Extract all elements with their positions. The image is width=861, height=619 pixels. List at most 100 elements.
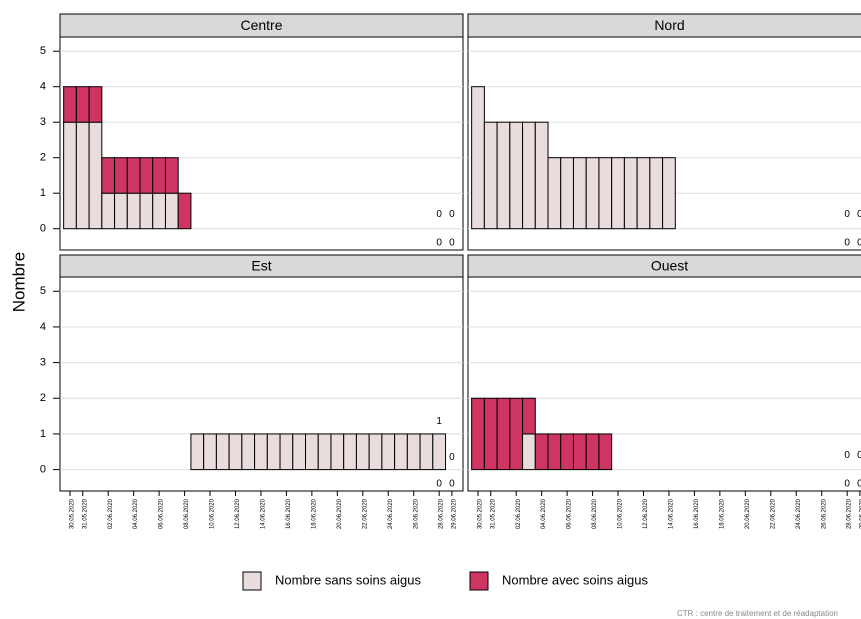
x-tick-label: 16.06.2020 xyxy=(694,498,700,529)
x-tick-label: 18.06.2020 xyxy=(719,498,725,529)
bar xyxy=(101,192,116,230)
x-tick-label: 12.06.2020 xyxy=(235,498,241,529)
annotation: 0 xyxy=(449,479,455,490)
bar xyxy=(152,192,166,230)
y-tick-label: 0 xyxy=(40,223,46,235)
annotation: 0 xyxy=(449,238,455,249)
bar xyxy=(509,121,524,230)
x-tick-label: 08.06.2020 xyxy=(592,498,598,529)
y-tick-label: 5 xyxy=(40,285,46,297)
bar xyxy=(215,433,230,471)
bar xyxy=(585,157,600,230)
annotation: 1 xyxy=(436,416,442,427)
annotation: 0 xyxy=(449,452,455,463)
y-tick-label: 2 xyxy=(40,392,46,404)
x-tick-label: 24.06.2020 xyxy=(796,498,802,529)
y-axis-label: Nombre xyxy=(9,252,28,312)
x-tick-label: 08.06.2020 xyxy=(184,498,190,529)
bar xyxy=(547,157,562,230)
bar xyxy=(139,157,154,194)
annotation: 0 xyxy=(857,450,861,461)
bar xyxy=(343,433,357,471)
y-tick-label: 1 xyxy=(40,187,46,199)
y-tick-label: 4 xyxy=(40,81,46,93)
bar xyxy=(330,433,345,471)
bar xyxy=(522,397,536,435)
bar xyxy=(190,433,205,471)
bar xyxy=(164,157,179,194)
bar xyxy=(534,121,549,230)
x-tick-label: 20.06.2020 xyxy=(745,498,751,529)
annotation: 0 xyxy=(436,209,442,220)
bar xyxy=(368,433,383,471)
bar xyxy=(611,157,625,230)
bar xyxy=(649,157,664,230)
bar xyxy=(63,86,77,123)
x-tick-label: 10.06.2020 xyxy=(210,498,216,529)
x-tick-label: 22.06.2020 xyxy=(770,498,776,529)
x-tick-label: 29.06.2020 xyxy=(859,498,861,529)
x-tick-label: 14.06.2020 xyxy=(261,498,267,529)
annotation: 0 xyxy=(857,209,861,220)
x-tick-label: 28.06.2020 xyxy=(439,498,445,529)
annotation: 0 xyxy=(436,238,442,249)
y-tick-label: 5 xyxy=(40,45,46,57)
annotation: 0 xyxy=(844,209,850,220)
x-tick-label: 31.05.2020 xyxy=(82,498,88,529)
x-tick-label: 14.06.2020 xyxy=(669,498,675,529)
x-tick-label: 10.06.2020 xyxy=(618,498,624,529)
bar xyxy=(534,433,549,471)
y-tick-label: 3 xyxy=(40,357,46,369)
annotation: 0 xyxy=(844,450,850,461)
bar xyxy=(75,121,90,230)
x-tick-label: 04.06.2020 xyxy=(541,498,547,529)
y-tick-label: 1 xyxy=(40,428,46,440)
bar xyxy=(88,121,103,230)
bar xyxy=(483,121,498,230)
x-tick-label: 30.05.2020 xyxy=(478,498,484,529)
bar xyxy=(241,433,256,471)
x-tick-label: 16.06.2020 xyxy=(286,498,292,529)
bar xyxy=(254,433,268,471)
y-tick-label: 4 xyxy=(40,321,46,333)
legend-swatch xyxy=(469,571,489,591)
bar xyxy=(572,157,587,230)
bar xyxy=(432,433,447,471)
bar xyxy=(75,86,90,123)
bar xyxy=(522,433,536,471)
annotation: 0 xyxy=(844,238,850,249)
bar xyxy=(522,121,536,230)
x-tick-label: 24.06.2020 xyxy=(388,498,394,529)
bar xyxy=(228,433,243,471)
bar xyxy=(471,397,485,471)
bar xyxy=(63,121,77,230)
bar xyxy=(585,433,600,471)
x-tick-label: 18.06.2020 xyxy=(311,498,317,529)
bar xyxy=(636,157,651,230)
bar xyxy=(114,157,128,194)
bar xyxy=(317,433,332,471)
bar xyxy=(381,433,396,471)
bar xyxy=(177,192,192,230)
bar xyxy=(266,433,281,471)
bar xyxy=(394,433,408,471)
x-tick-label: 29.06.2020 xyxy=(451,498,457,529)
bar xyxy=(164,192,179,230)
x-tick-label: 26.06.2020 xyxy=(413,498,419,529)
legend-label: Nombre avec soins aigus xyxy=(502,572,648,587)
panel-title: Est xyxy=(251,258,271,274)
bar xyxy=(662,157,676,230)
y-tick-label: 2 xyxy=(40,152,46,164)
bar xyxy=(509,397,524,471)
bar xyxy=(355,433,370,471)
x-tick-label: 06.06.2020 xyxy=(159,498,165,529)
bar xyxy=(547,433,562,471)
bar xyxy=(483,397,498,471)
bar xyxy=(279,433,294,471)
x-tick-label: 26.06.2020 xyxy=(821,498,827,529)
bar xyxy=(419,433,434,471)
annotation: 0 xyxy=(857,238,861,249)
x-tick-label: 22.06.2020 xyxy=(362,498,368,529)
x-tick-label: 02.06.2020 xyxy=(108,498,114,529)
